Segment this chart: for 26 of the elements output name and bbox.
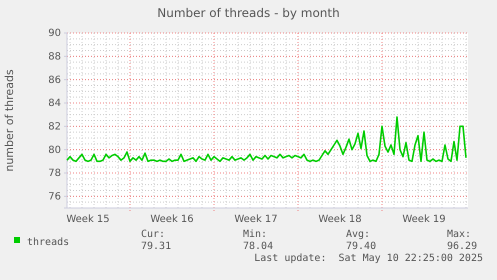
text: Cur:	[141, 229, 166, 240]
y-tick-label: 84	[48, 98, 61, 110]
y-tick-label: 82	[48, 122, 61, 133]
x-tick-label: Week 16	[150, 214, 194, 225]
x-tick-label: Week 18	[318, 214, 362, 225]
y-tick-label: 90	[48, 28, 61, 40]
y-tick-label: 88	[48, 52, 61, 63]
y-axis-title: number of threads	[3, 69, 16, 172]
x-tick-label: Week 17	[234, 214, 278, 225]
y-tick-label: 80	[48, 144, 61, 156]
text: 79.31	[141, 241, 172, 252]
chart-title: Number of threads - by month	[157, 6, 340, 20]
y-tick-label: 86	[48, 74, 61, 86]
text: 78.04	[243, 241, 274, 252]
text: 96.29	[447, 241, 478, 252]
text: Avg:	[346, 229, 370, 240]
text: Last update: Sat May 10 22:25:00 2025	[254, 253, 483, 264]
x-tick-label: Week 15	[66, 214, 110, 225]
x-tick-label: Week 19	[402, 214, 446, 225]
text: Max:	[447, 229, 472, 240]
text: Min:	[243, 229, 268, 240]
y-tick-label: 78	[48, 168, 61, 180]
legend-label: threads	[27, 237, 70, 248]
line-series	[66, 116, 467, 162]
text: 79.40	[346, 241, 376, 252]
y-tick-label: 76	[48, 192, 61, 203]
